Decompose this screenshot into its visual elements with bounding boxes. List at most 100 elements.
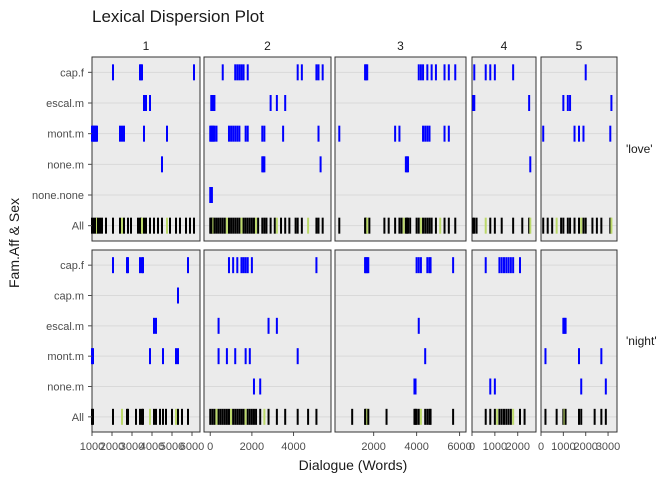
all-word-tick bbox=[364, 217, 367, 234]
all-word-tick bbox=[484, 217, 487, 234]
word-tick bbox=[96, 125, 98, 142]
word-tick bbox=[250, 257, 253, 274]
all-word-tick bbox=[227, 217, 230, 234]
all-word-tick bbox=[562, 408, 565, 425]
word-tick bbox=[238, 64, 241, 81]
all-word-tick bbox=[105, 217, 107, 234]
all-word-tick bbox=[273, 217, 276, 234]
all-word-tick bbox=[92, 408, 94, 425]
word-tick bbox=[424, 348, 427, 365]
word-tick bbox=[225, 348, 228, 365]
word-tick bbox=[296, 64, 299, 81]
word-tick bbox=[315, 64, 318, 81]
word-tick bbox=[454, 64, 457, 81]
x-tick-label: 0 bbox=[207, 441, 213, 453]
all-word-tick bbox=[169, 217, 171, 234]
word-tick bbox=[609, 125, 612, 142]
all-word-tick bbox=[472, 217, 475, 234]
word-tick bbox=[489, 64, 492, 81]
x-tick-label: 2000 bbox=[361, 441, 385, 453]
all-word-tick bbox=[119, 217, 121, 234]
word-tick bbox=[364, 64, 367, 81]
word-tick bbox=[600, 348, 603, 365]
all-word-tick bbox=[430, 217, 433, 234]
word-tick bbox=[407, 156, 410, 173]
all-word-tick bbox=[130, 217, 132, 234]
all-word-tick bbox=[175, 408, 177, 425]
word-tick bbox=[119, 125, 121, 142]
word-tick bbox=[217, 317, 220, 334]
all-word-tick bbox=[415, 217, 418, 234]
word-tick bbox=[417, 257, 420, 274]
x-axis-label: Dialogue (Words) bbox=[299, 457, 408, 473]
all-word-tick bbox=[424, 408, 427, 425]
all-word-tick bbox=[562, 217, 565, 234]
word-tick bbox=[562, 95, 565, 111]
word-tick bbox=[405, 156, 408, 173]
all-word-tick bbox=[232, 217, 235, 234]
facet-panel bbox=[203, 56, 332, 242]
all-word-tick bbox=[193, 217, 195, 234]
all-word-tick bbox=[519, 408, 521, 425]
word-tick bbox=[512, 64, 515, 81]
word-tick bbox=[246, 64, 249, 81]
all-word-tick bbox=[161, 217, 163, 234]
all-word-tick bbox=[413, 408, 416, 425]
all-word-tick bbox=[221, 217, 224, 234]
all-word-tick bbox=[555, 217, 558, 234]
all-word-tick bbox=[248, 217, 251, 234]
all-word-tick bbox=[121, 408, 123, 425]
all-word-tick bbox=[544, 408, 547, 425]
all-word-tick bbox=[227, 408, 230, 425]
all-word-tick bbox=[578, 408, 580, 425]
word-tick bbox=[244, 348, 247, 365]
word-tick bbox=[364, 257, 367, 274]
all-word-tick bbox=[428, 408, 431, 425]
word-tick bbox=[417, 317, 420, 334]
x-tick-label: 0 bbox=[538, 441, 544, 453]
word-tick bbox=[472, 95, 475, 111]
all-word-tick bbox=[489, 408, 492, 425]
word-tick bbox=[211, 95, 214, 111]
word-tick bbox=[209, 187, 212, 203]
y-category-label: none.m bbox=[47, 159, 84, 171]
all-word-tick bbox=[428, 217, 431, 234]
all-word-tick bbox=[240, 217, 243, 234]
word-tick bbox=[338, 125, 341, 142]
word-tick bbox=[542, 125, 545, 142]
word-tick bbox=[398, 125, 401, 142]
all-word-tick bbox=[259, 408, 262, 425]
word-tick bbox=[193, 64, 195, 81]
all-word-tick bbox=[493, 217, 496, 234]
all-word-tick bbox=[230, 408, 233, 425]
word-tick bbox=[493, 378, 496, 395]
all-word-tick bbox=[434, 217, 437, 234]
word-tick bbox=[452, 257, 455, 274]
word-tick bbox=[212, 95, 215, 111]
all-word-tick bbox=[503, 408, 505, 425]
facet-panel bbox=[334, 249, 467, 433]
facet-panel bbox=[334, 56, 467, 242]
all-word-tick bbox=[507, 408, 510, 425]
word-tick bbox=[544, 348, 547, 365]
y-category-label: none.none bbox=[32, 190, 84, 202]
all-word-tick bbox=[338, 217, 341, 234]
all-word-tick bbox=[422, 217, 425, 234]
all-word-tick bbox=[566, 217, 569, 234]
all-word-tick bbox=[219, 408, 222, 425]
all-word-tick bbox=[439, 217, 442, 234]
all-word-tick bbox=[234, 408, 237, 425]
word-tick bbox=[282, 125, 285, 142]
word-tick bbox=[240, 64, 243, 81]
word-tick bbox=[217, 348, 220, 365]
all-word-tick bbox=[454, 217, 457, 234]
all-word-tick bbox=[407, 217, 410, 234]
all-word-tick bbox=[498, 408, 501, 425]
all-word-tick bbox=[398, 217, 401, 234]
x-tick-label: 2000 bbox=[100, 441, 124, 453]
word-tick bbox=[269, 95, 272, 111]
word-tick bbox=[434, 64, 437, 81]
all-word-tick bbox=[230, 217, 233, 234]
all-word-tick bbox=[484, 408, 487, 425]
all-word-tick bbox=[584, 217, 587, 234]
